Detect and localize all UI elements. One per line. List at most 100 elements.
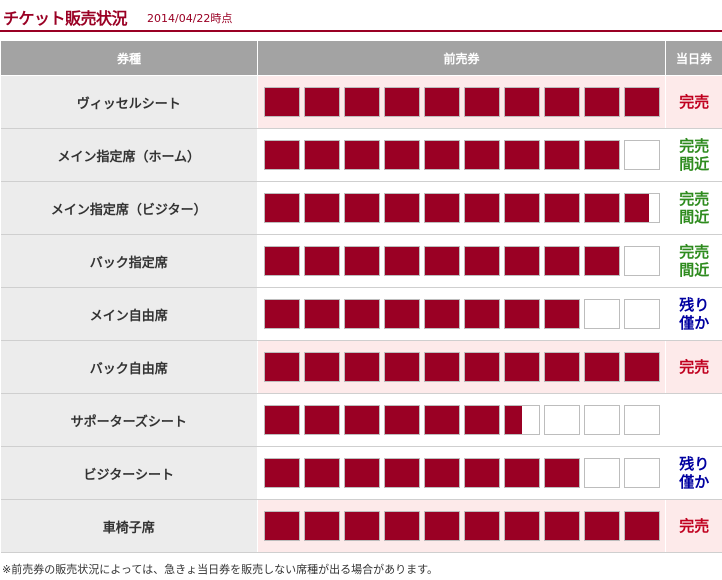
advance-sales-gauge	[257, 340, 666, 394]
gauge-segment	[504, 405, 540, 435]
gauge-segment	[504, 352, 540, 382]
gauge-segment	[544, 193, 580, 223]
table-row: メイン指定席（ホーム） 完売 間近	[0, 128, 722, 182]
gauge-segment	[384, 87, 420, 117]
gauge-segment	[424, 140, 460, 170]
gauge-segment	[504, 458, 540, 488]
gauge-segment	[264, 299, 300, 329]
table-header-row: 券種 前売券 当日券	[0, 40, 722, 76]
gauge-segment	[624, 140, 660, 170]
gauge-segment	[624, 193, 660, 223]
gauge-segment	[584, 511, 620, 541]
gauge-segment	[464, 246, 500, 276]
ticket-type-name: メイン自由席	[0, 287, 258, 341]
gauge-segment	[264, 352, 300, 382]
gauge-segment	[624, 458, 660, 488]
gauge-segment	[304, 246, 340, 276]
gauge-segment	[584, 140, 620, 170]
gauge-segment	[344, 87, 380, 117]
advance-sales-gauge	[257, 446, 666, 500]
gauge-segment	[584, 352, 620, 382]
gauge-segment	[344, 458, 380, 488]
gauge-segment	[504, 299, 540, 329]
gauge-segment	[544, 87, 580, 117]
gauge-segment	[504, 246, 540, 276]
gauge-segment	[584, 405, 620, 435]
gauge-segment	[544, 299, 580, 329]
gauge-segment	[344, 405, 380, 435]
ticket-status-table: 券種 前売券 当日券 ヴィッセルシート 完売 メイン指定席（ホーム） 完売 間近 メイン…	[0, 40, 722, 553]
gauge-segment	[464, 87, 500, 117]
gauge-segment	[384, 511, 420, 541]
gauge-segment	[304, 405, 340, 435]
page-title: チケット販売状況	[3, 9, 128, 28]
page-header: チケット販売状況 2014/04/22時点	[0, 0, 722, 32]
ticket-type-name: メイン指定席（ホーム）	[0, 128, 258, 182]
gauge-segment	[344, 352, 380, 382]
gauge-segment	[264, 140, 300, 170]
gauge-segment	[584, 193, 620, 223]
gauge-segment	[344, 140, 380, 170]
gauge-segment	[304, 87, 340, 117]
same-day-status: 完売	[665, 340, 722, 394]
gauge-segment	[464, 405, 500, 435]
gauge-segment	[584, 458, 620, 488]
ticket-type-name: サポーターズシート	[0, 393, 258, 447]
gauge-segment	[624, 87, 660, 117]
advance-sales-gauge	[257, 234, 666, 288]
gauge-segment	[464, 352, 500, 382]
advance-sales-gauge	[257, 499, 666, 553]
gauge-segment	[424, 299, 460, 329]
gauge-segment	[464, 140, 500, 170]
gauge-segment	[464, 193, 500, 223]
same-day-status: 完売 間近	[665, 234, 722, 288]
gauge-segment	[344, 246, 380, 276]
gauge-segment	[384, 458, 420, 488]
advance-sales-gauge	[257, 181, 666, 235]
gauge-segment	[504, 193, 540, 223]
gauge-segment	[464, 299, 500, 329]
advance-sales-gauge	[257, 287, 666, 341]
gauge-segment	[464, 511, 500, 541]
gauge-segment	[304, 299, 340, 329]
gauge-segment	[264, 246, 300, 276]
column-header-advance: 前売券	[257, 40, 666, 76]
same-day-status: 完売 間近	[665, 181, 722, 235]
ticket-type-name: バック自由席	[0, 340, 258, 394]
gauge-segment	[344, 299, 380, 329]
gauge-segment	[384, 140, 420, 170]
table-row: ヴィッセルシート 完売	[0, 75, 722, 129]
gauge-segment	[304, 140, 340, 170]
advance-sales-gauge	[257, 128, 666, 182]
gauge-segment	[264, 87, 300, 117]
gauge-segment	[264, 511, 300, 541]
same-day-status: 残り 僅か	[665, 446, 722, 500]
same-day-status: 残り 僅か	[665, 287, 722, 341]
table-row: メイン自由席 残り 僅か	[0, 287, 722, 341]
gauge-segment	[504, 511, 540, 541]
ticket-type-name: ヴィッセルシート	[0, 75, 258, 129]
gauge-segment	[624, 511, 660, 541]
gauge-segment	[584, 87, 620, 117]
gauge-segment	[384, 299, 420, 329]
gauge-segment	[424, 458, 460, 488]
gauge-segment	[504, 87, 540, 117]
gauge-segment	[544, 511, 580, 541]
gauge-segment	[544, 405, 580, 435]
table-row: サポーターズシート	[0, 393, 722, 447]
column-header-ticket-type: 券種	[0, 40, 258, 76]
gauge-segment	[264, 405, 300, 435]
gauge-segment	[544, 352, 580, 382]
gauge-segment	[624, 246, 660, 276]
gauge-segment	[424, 87, 460, 117]
gauge-segment	[544, 458, 580, 488]
table-row: バック指定席 完売 間近	[0, 234, 722, 288]
gauge-segment	[584, 246, 620, 276]
gauge-segment	[544, 140, 580, 170]
gauge-segment	[384, 405, 420, 435]
gauge-segment	[384, 193, 420, 223]
gauge-segment	[424, 246, 460, 276]
ticket-type-name: ビジターシート	[0, 446, 258, 500]
same-day-status	[665, 393, 722, 447]
ticket-type-name: 車椅子席	[0, 499, 258, 553]
